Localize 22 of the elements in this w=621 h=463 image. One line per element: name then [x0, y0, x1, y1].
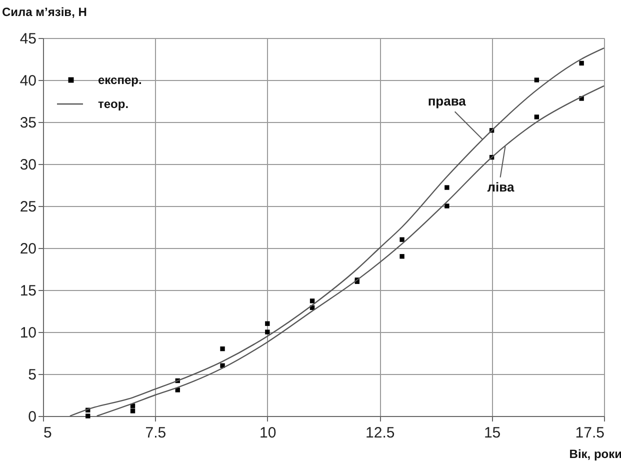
y-tick-label: 25 — [20, 198, 36, 216]
x-tick-label: 15 — [484, 424, 501, 442]
x-tick-label: 12.5 — [366, 424, 395, 442]
y-tick-label: 5 — [28, 366, 36, 384]
y-tick-label: 0 — [28, 408, 36, 426]
legend-label: експер. — [98, 73, 142, 87]
y-tick-label: 20 — [20, 240, 36, 258]
x-tick-label: 10 — [260, 424, 276, 442]
y-axis-title: Сила м’язів, Н — [2, 5, 87, 19]
y-tick-label: 10 — [20, 324, 36, 342]
annotation: ліва — [487, 179, 515, 194]
y-tick-label: 35 — [20, 114, 36, 132]
x-tick-label: 7.5 — [145, 424, 166, 442]
y-tick-label: 30 — [20, 156, 36, 174]
x-tick-label: 17.5 — [575, 424, 604, 442]
x-axis-title: Вік, роки — [569, 447, 621, 461]
y-tick-label: 40 — [20, 72, 36, 90]
annotation: права — [428, 94, 467, 109]
y-tick-label: 45 — [20, 30, 36, 48]
y-tick-label: 15 — [20, 282, 36, 300]
x-tick-label: 5 — [44, 424, 52, 442]
legend-label: теор. — [98, 97, 129, 111]
